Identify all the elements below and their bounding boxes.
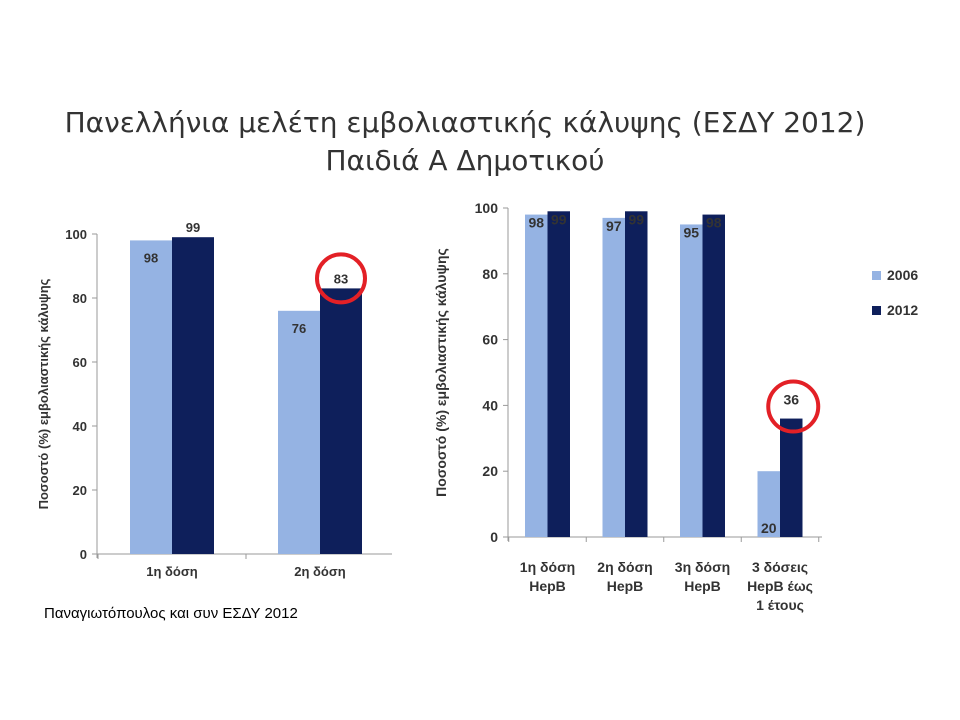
y-tick-label: 80 <box>482 266 498 282</box>
highlight-circle <box>766 379 821 434</box>
bar-2012 <box>702 214 725 537</box>
category-label: HepB <box>684 578 721 594</box>
category-label: 2η δόση <box>597 559 652 575</box>
data-label: 98 <box>528 215 544 231</box>
y-tick-label: 20 <box>482 463 498 479</box>
y-axis-label: Ποσοστό (%) εμβολιαστικής κάλυψης <box>36 278 51 509</box>
slide-title: Πανελλήνια μελέτη εμβολιαστικής κάλυψης … <box>0 104 930 180</box>
bar-2006 <box>602 217 625 537</box>
bar-2006 <box>130 240 172 554</box>
y-tick-label: 80 <box>73 291 87 306</box>
category-label: HepB <box>607 578 644 594</box>
y-tick-label: 0 <box>490 529 498 545</box>
bar-2012 <box>172 237 214 554</box>
slide-title-line2: Παιδιά Α Δημοτικού <box>325 144 605 177</box>
bar-2006 <box>525 214 548 537</box>
y-tick-label: 20 <box>73 483 87 498</box>
data-label: 76 <box>292 321 306 336</box>
data-label: 97 <box>606 218 622 234</box>
data-label: 83 <box>334 271 348 286</box>
y-tick-label: 100 <box>475 200 499 216</box>
y-tick-label: 40 <box>73 419 87 434</box>
y-tick-label: 40 <box>482 397 498 413</box>
source-note: Παναγιωτόπουλος και συν ΕΣΔΥ 2012 <box>44 605 298 622</box>
bar-2006 <box>278 310 320 554</box>
slide-title-line1: Πανελλήνια μελέτη εμβολιαστικής κάλυψης … <box>64 106 866 139</box>
data-label: 95 <box>683 224 699 240</box>
y-tick-label: 100 <box>65 227 87 242</box>
category-label: HepB έως <box>747 578 813 594</box>
chart-1: 0 20 40 60 80 100 Ποσοστό (%) εμβολιαστικής κά… <box>36 220 392 579</box>
category-label: 1η δόση <box>146 564 198 579</box>
y-tick-label: 60 <box>482 332 498 348</box>
legend-swatch-2012 <box>872 306 881 315</box>
bar-2012 <box>780 418 803 537</box>
category-label: 1η δόση <box>520 559 575 575</box>
data-label: 20 <box>761 520 777 536</box>
data-label: 36 <box>783 392 799 408</box>
data-label: 99 <box>628 211 644 227</box>
category-label: 3 δόσεις <box>752 559 808 575</box>
y-tick-label: 60 <box>73 355 87 370</box>
category-label: HepB <box>529 578 566 594</box>
bar-2012 <box>547 211 570 538</box>
bar-2012 <box>625 211 648 538</box>
data-label: 98 <box>706 215 722 231</box>
chart-2: 0 20 40 60 80 100 Ποσοστό (%) εμβολιαστικής κά… <box>433 200 918 613</box>
data-label: 99 <box>186 220 200 235</box>
bar-2012 <box>320 288 362 554</box>
bar-2006 <box>680 224 703 537</box>
category-label: 3η δόση <box>675 559 730 575</box>
data-label: 99 <box>551 211 567 227</box>
bar-2006 <box>757 471 780 537</box>
y-axis-label: Ποσοστό (%) εμβολιαστικής κάλυψης <box>433 248 449 497</box>
legend-swatch-2006 <box>872 271 881 280</box>
y-tick-label: 0 <box>80 547 87 562</box>
highlight-circle <box>315 252 367 305</box>
data-label: 98 <box>144 250 158 265</box>
legend-label-2012: 2012 <box>887 302 918 318</box>
category-label: 1 έτους <box>756 597 804 613</box>
legend-label-2006: 2006 <box>887 267 918 283</box>
category-label: 2η δόση <box>294 564 346 579</box>
